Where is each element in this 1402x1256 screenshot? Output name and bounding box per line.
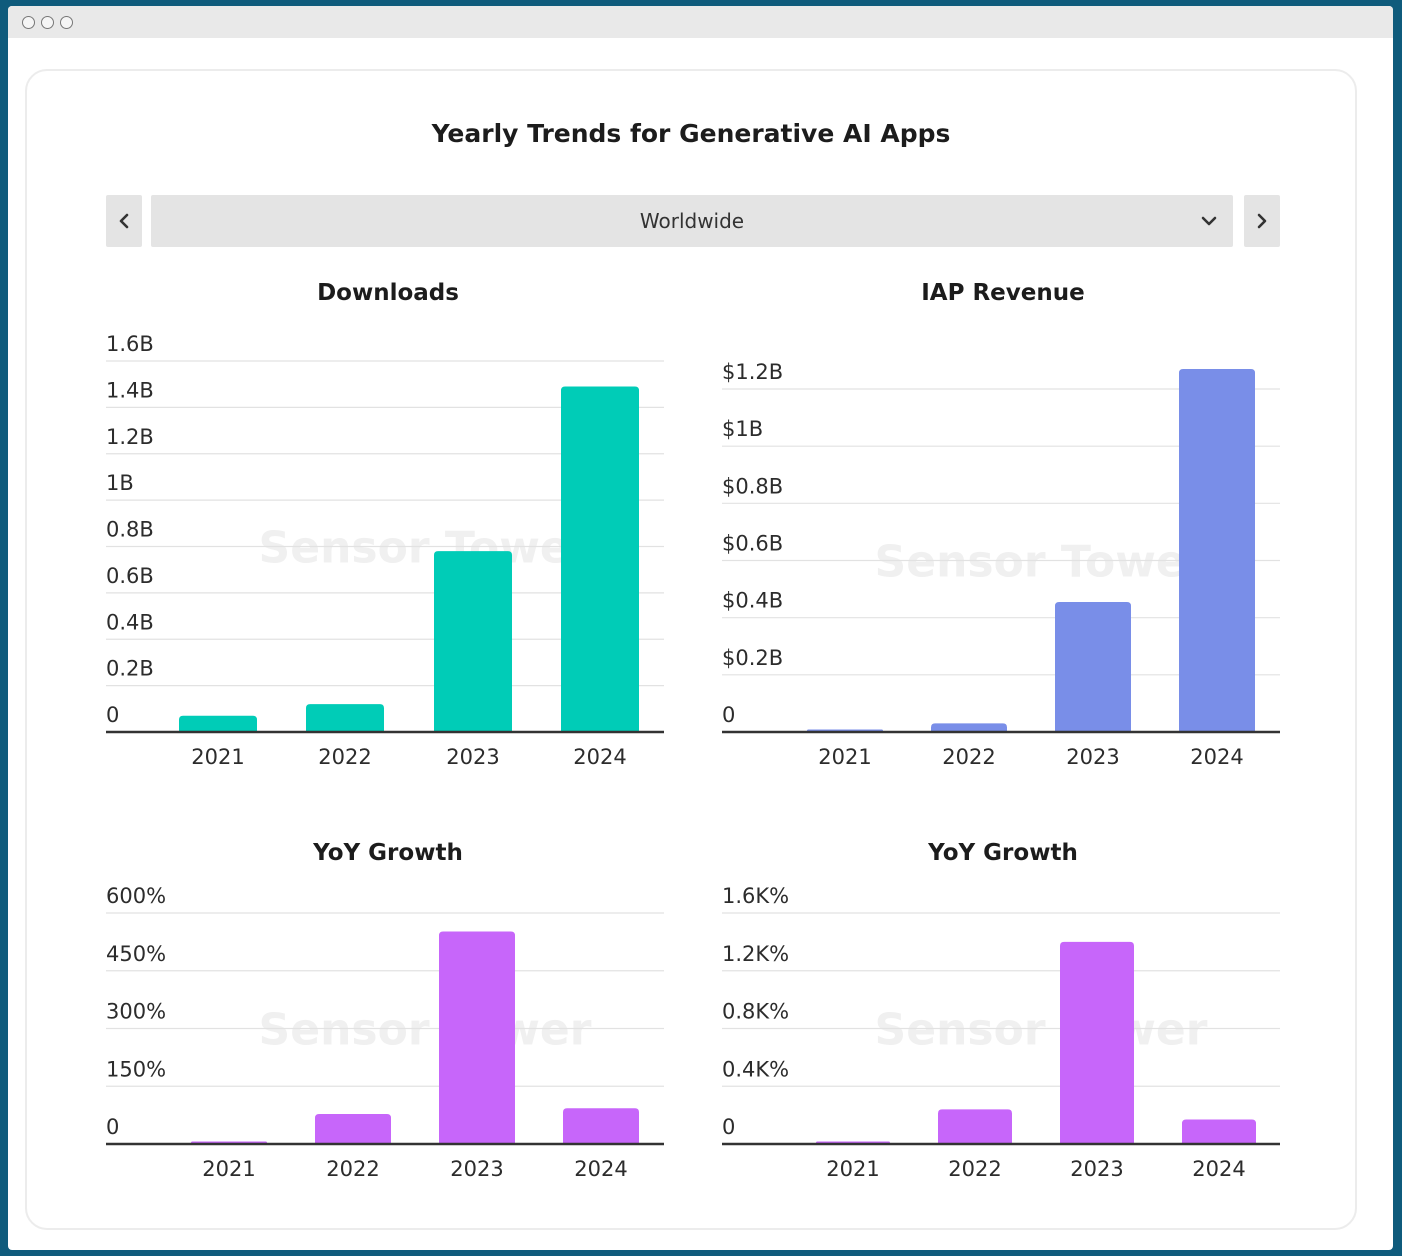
- downloads-yoy-ytick-label: 150%: [106, 1057, 166, 1081]
- revenue-bar-2024: [1179, 368, 1255, 732]
- maximize-window-button[interactable]: [60, 15, 73, 29]
- chevron-right-icon: [1257, 213, 1267, 229]
- revenue-yoy-xtick-label: 2022: [948, 1157, 1001, 1181]
- downloads-ytick-label: 0.4B: [106, 610, 154, 634]
- downloads-bar-2022: [306, 704, 384, 732]
- downloads-ytick-label: 0.2B: [106, 657, 154, 681]
- browser-window: Yearly Trends for Generative AI Apps Wor…: [8, 6, 1393, 1250]
- downloads-yoy-xtick-label: 2021: [202, 1157, 255, 1181]
- next-region-button[interactable]: [1244, 195, 1280, 247]
- downloads-yoy-bar-2024: [563, 1108, 639, 1144]
- window-titlebar: [8, 6, 1393, 38]
- region-dropdown[interactable]: Worldwide: [151, 195, 1233, 247]
- downloads-yoy-ytick-label: 0: [106, 1115, 119, 1139]
- revenue-bar-2022: [931, 723, 1007, 732]
- chevron-left-icon: [119, 213, 129, 229]
- revenue-ytick-label: $0.6B: [722, 532, 783, 556]
- downloads-yoy-bar-2022: [315, 1113, 391, 1144]
- previous-region-button[interactable]: [106, 195, 142, 247]
- revenue-yoy-ytick-label: 0: [722, 1115, 735, 1139]
- downloads-yoy-xtick-label: 2024: [574, 1157, 627, 1181]
- revenue-yoy-xtick-label: 2021: [826, 1157, 879, 1181]
- revenue-xtick-label: 2022: [942, 745, 995, 769]
- revenue-xtick-label: 2023: [1066, 745, 1119, 769]
- downloads-xtick-label: 2021: [191, 745, 244, 769]
- downloads-ytick-label: 0.6B: [106, 564, 154, 588]
- downloads-bar-2023: [434, 551, 512, 732]
- downloads-ytick-label: 1B: [106, 471, 134, 495]
- downloads-xtick-label: 2024: [573, 745, 626, 769]
- revenue-watermark: Sensor Tower: [875, 537, 1208, 588]
- downloads-ytick-label: 1.2B: [106, 425, 154, 449]
- revenue-yoy-ytick-label: 0.8K%: [722, 1000, 789, 1024]
- close-window-button[interactable]: [22, 15, 35, 29]
- revenue-yoy-ytick-label: 0.4K%: [722, 1057, 789, 1081]
- region-dropdown-value: Worldwide: [639, 209, 745, 233]
- charts-area: Sensor Tower Downloads 0 0.2B 0.4B 0.6B 0.8B 1B…: [106, 280, 1280, 1181]
- revenue-yoy-title: YoY Growth: [927, 840, 1078, 866]
- revenue-ytick-label: 0: [722, 703, 735, 727]
- revenue-yoy-watermark: Sensor Tower: [875, 1005, 1208, 1056]
- revenue-ytick-label: $1B: [722, 417, 763, 441]
- downloads-xtick-label: 2022: [318, 745, 371, 769]
- downloads-yoy-ytick-label: 450%: [106, 942, 166, 966]
- chart-card: Yearly Trends for Generative AI Apps Wor…: [25, 69, 1357, 1230]
- page-title: Yearly Trends for Generative AI Apps: [431, 119, 951, 148]
- downloads-yoy-title: YoY Growth: [312, 840, 463, 866]
- revenue-xtick-label: 2024: [1190, 745, 1243, 769]
- downloads-yoy-xtick-label: 2022: [326, 1157, 379, 1181]
- downloads-xtick-label: 2023: [446, 745, 499, 769]
- downloads-yoy-watermark: Sensor Tower: [259, 1005, 592, 1056]
- revenue-xtick-label: 2021: [818, 745, 871, 769]
- downloads-ytick-label: 1.4B: [106, 378, 154, 402]
- revenue-ytick-label: $0.4B: [722, 589, 783, 613]
- downloads-ytick-label: 1.6B: [106, 332, 154, 356]
- revenue-yoy-ytick-label: 1.6K%: [722, 884, 789, 908]
- downloads-yoy-bar-2023: [439, 931, 515, 1144]
- downloads-yoy-xtick-label: 2023: [450, 1157, 503, 1181]
- minimize-window-button[interactable]: [41, 15, 54, 29]
- revenue-ytick-label: $0.2B: [722, 646, 783, 670]
- revenue-title: IAP Revenue: [921, 280, 1084, 306]
- downloads-ytick-label: 0: [106, 703, 119, 727]
- revenue-yoy-ytick-label: 1.2K%: [722, 942, 789, 966]
- downloads-yoy-ytick-label: 300%: [106, 1000, 166, 1024]
- downloads-yoy-ytick-label: 600%: [106, 884, 166, 908]
- downloads-bar-2024: [561, 386, 639, 732]
- downloads-bar-2021: [179, 715, 257, 732]
- revenue-ytick-label: $1.2B: [722, 360, 783, 384]
- chevron-down-icon: [1201, 216, 1217, 226]
- downloads-watermark: Sensor Tower: [259, 523, 592, 574]
- revenue-yoy-xtick-label: 2023: [1070, 1157, 1123, 1181]
- revenue-yoy-bar-2024: [1182, 1119, 1256, 1144]
- revenue-yoy-bar-2022: [938, 1109, 1012, 1144]
- revenue-bar-2023: [1055, 601, 1131, 732]
- downloads-title: Downloads: [317, 280, 459, 306]
- revenue-yoy-bar-2023: [1060, 941, 1134, 1144]
- revenue-yoy-xtick-label: 2024: [1192, 1157, 1245, 1181]
- revenue-ytick-label: $0.8B: [722, 474, 783, 498]
- downloads-ytick-label: 0.8B: [106, 518, 154, 542]
